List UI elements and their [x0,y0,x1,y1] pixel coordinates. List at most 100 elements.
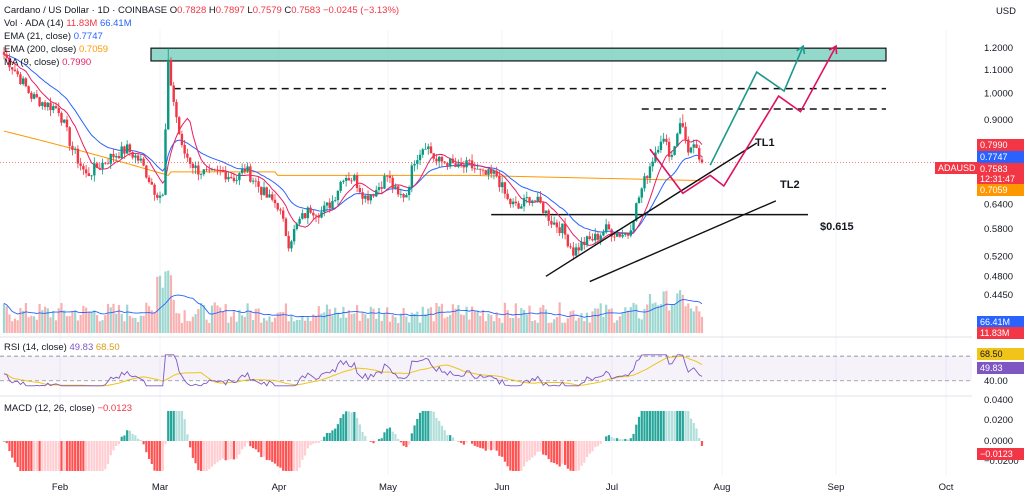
volume-bar-155 [427,308,430,333]
candle-79 [219,170,222,172]
volume-bar-174 [479,315,482,333]
volume-bar-49 [137,321,140,333]
candle-216 [594,233,597,241]
volume-bar-82 [227,322,230,333]
macd-values: −0.0123 [97,403,132,414]
macd-legend[interactable]: MACD (12, 26, close) −0.0123 [4,402,132,415]
macd-hist-52 [145,441,148,453]
volume-bar-90 [249,310,252,333]
volume-bar-92 [254,308,257,333]
macd-hist-17 [49,441,52,471]
candle-25 [71,145,74,150]
macd-hist-50 [139,440,142,441]
macd-hist-87 [241,441,244,450]
candle-121 [333,200,337,201]
volume-bar-79 [219,307,222,333]
candle-181 [498,176,501,188]
candle-234 [643,176,646,189]
legend-row-2[interactable]: EMA (200, close) 0.7059 [4,43,132,56]
volume-bar-189 [520,308,523,333]
time-label-feb: Feb [52,482,68,493]
macd-panel[interactable] [0,395,972,471]
volume-bar-165 [454,308,457,333]
symbol-legend[interactable]: Cardano / US Dollar · 1D · COINBASE O0.7… [4,4,399,17]
time-axis[interactable]: Feb Mar Apr May Jun Jul Aug Sep Oct [52,482,954,493]
macd-hist-85 [235,441,238,459]
volume-bar-37 [104,315,107,333]
candle-109 [301,213,304,219]
rsi-panel[interactable] [0,336,972,387]
volume-bar-70 [194,314,197,333]
candle-243 [667,141,671,157]
trendlines[interactable] [545,142,777,283]
volume-bar-126 [347,310,350,333]
candle-52 [145,165,148,178]
candle-188 [517,203,520,209]
macd-hist-19 [54,441,58,471]
candle-110 [303,213,307,219]
volume-bar-156 [429,307,433,333]
candle-35 [98,167,101,169]
legend-row-0[interactable]: Vol · ADA (14) 11.83M 66.41M [4,17,132,30]
candle-69 [191,163,195,168]
projection-paths[interactable] [649,44,838,195]
volume-bar-168 [462,315,465,333]
rsi-legend[interactable]: RSI (14, close) 49.83 68.50 [4,341,120,354]
macd-hist-0 [2,441,6,442]
legend-row-3[interactable]: MA (9, close) 0.7990 [4,56,132,69]
macd-hist-63 [175,411,178,441]
candle-249 [684,126,687,140]
volume-bar-80 [221,311,225,333]
volume-bar-215 [591,311,594,333]
tl2-label: TL2 [780,179,800,191]
candle-242 [665,138,668,142]
volume-bar-175 [481,309,485,333]
macd-hist-73 [202,441,205,471]
candle-159 [438,156,441,162]
volume-bar-209 [574,320,578,333]
candle-107 [295,223,299,230]
candle-64 [177,117,181,134]
macd-hist-225 [618,439,621,441]
macd-hist-30 [85,441,88,471]
macd-hist-174 [479,441,482,448]
volume-bar-147 [405,316,408,333]
volume-bar-225 [618,316,621,333]
candle-89 [246,166,249,172]
candle-26 [73,148,77,150]
candle-122 [336,190,340,201]
candle-5 [16,71,19,75]
candle-158 [435,158,438,162]
volume-bar-114 [314,316,318,333]
candle-163 [448,158,452,167]
time-label-jul: Jul [606,482,618,493]
volume-bar-97 [268,316,271,333]
macd-tick-2: 0.0000 [984,436,1013,447]
macd-hist-45 [126,430,129,441]
price-tick-0: 1.2000 [984,43,1013,54]
legend-row-1[interactable]: EMA (21, close) 0.7747 [4,30,132,43]
volume-bar-51 [142,315,145,333]
macd-hist-96 [265,441,268,460]
macd-hist-145 [399,441,402,443]
macd-hist-23 [65,441,69,471]
candlesticks[interactable] [2,47,704,261]
price-axis[interactable]: 1.2000 1.1000 1.0000 0.9000 0.6400 0.5800 0.52… [984,43,1019,467]
macd-hist-250 [687,411,690,441]
candle-196 [539,196,542,203]
price-tick-4: 0.6400 [984,200,1013,211]
volume-bar-14 [41,310,44,333]
indicator-value: −0.0123 [97,403,133,414]
volume-bar-166 [457,305,460,333]
macd-hist-241 [662,411,665,441]
indicator-legends[interactable]: Vol · ADA (14) 11.83M 66.41M EMA (21, cl… [4,17,132,69]
macd-hist-143 [394,433,397,441]
candle-133 [366,195,370,201]
candle-162 [446,162,449,167]
macd-hist-126 [347,411,350,441]
volume-bar-44 [123,321,126,333]
volume-bar-200 [550,322,553,333]
trendline-tl2 [589,200,777,283]
candle-48 [134,155,137,158]
